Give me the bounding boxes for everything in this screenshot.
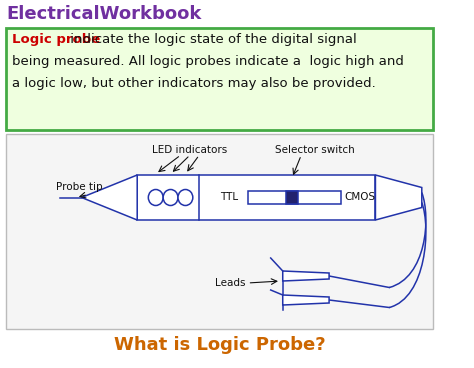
Text: Leads: Leads [215,278,246,288]
Polygon shape [82,175,137,220]
Text: ElectricalWorkbook: ElectricalWorkbook [7,5,202,23]
FancyBboxPatch shape [285,191,298,204]
Circle shape [163,190,178,205]
Text: Logic probe: Logic probe [12,33,100,46]
Text: Probe tip: Probe tip [55,183,102,192]
Circle shape [148,190,163,205]
Text: indicate the logic state of the digital signal: indicate the logic state of the digital … [66,33,356,46]
Polygon shape [283,271,329,281]
Text: CMOS: CMOS [344,192,375,202]
Circle shape [178,190,193,205]
Text: What is Logic Probe?: What is Logic Probe? [114,336,326,354]
Text: Selector switch: Selector switch [275,145,355,155]
Text: a logic low, but other indicators may also be provided.: a logic low, but other indicators may al… [12,77,376,90]
Text: TTL: TTL [220,192,238,202]
Polygon shape [283,295,329,305]
FancyBboxPatch shape [7,134,433,329]
Polygon shape [375,175,422,220]
FancyBboxPatch shape [7,28,433,130]
FancyBboxPatch shape [248,191,341,204]
Text: being measured. All logic probes indicate a  logic high and: being measured. All logic probes indicat… [12,55,404,68]
Text: LED indicators: LED indicators [153,145,228,155]
FancyBboxPatch shape [137,175,375,220]
